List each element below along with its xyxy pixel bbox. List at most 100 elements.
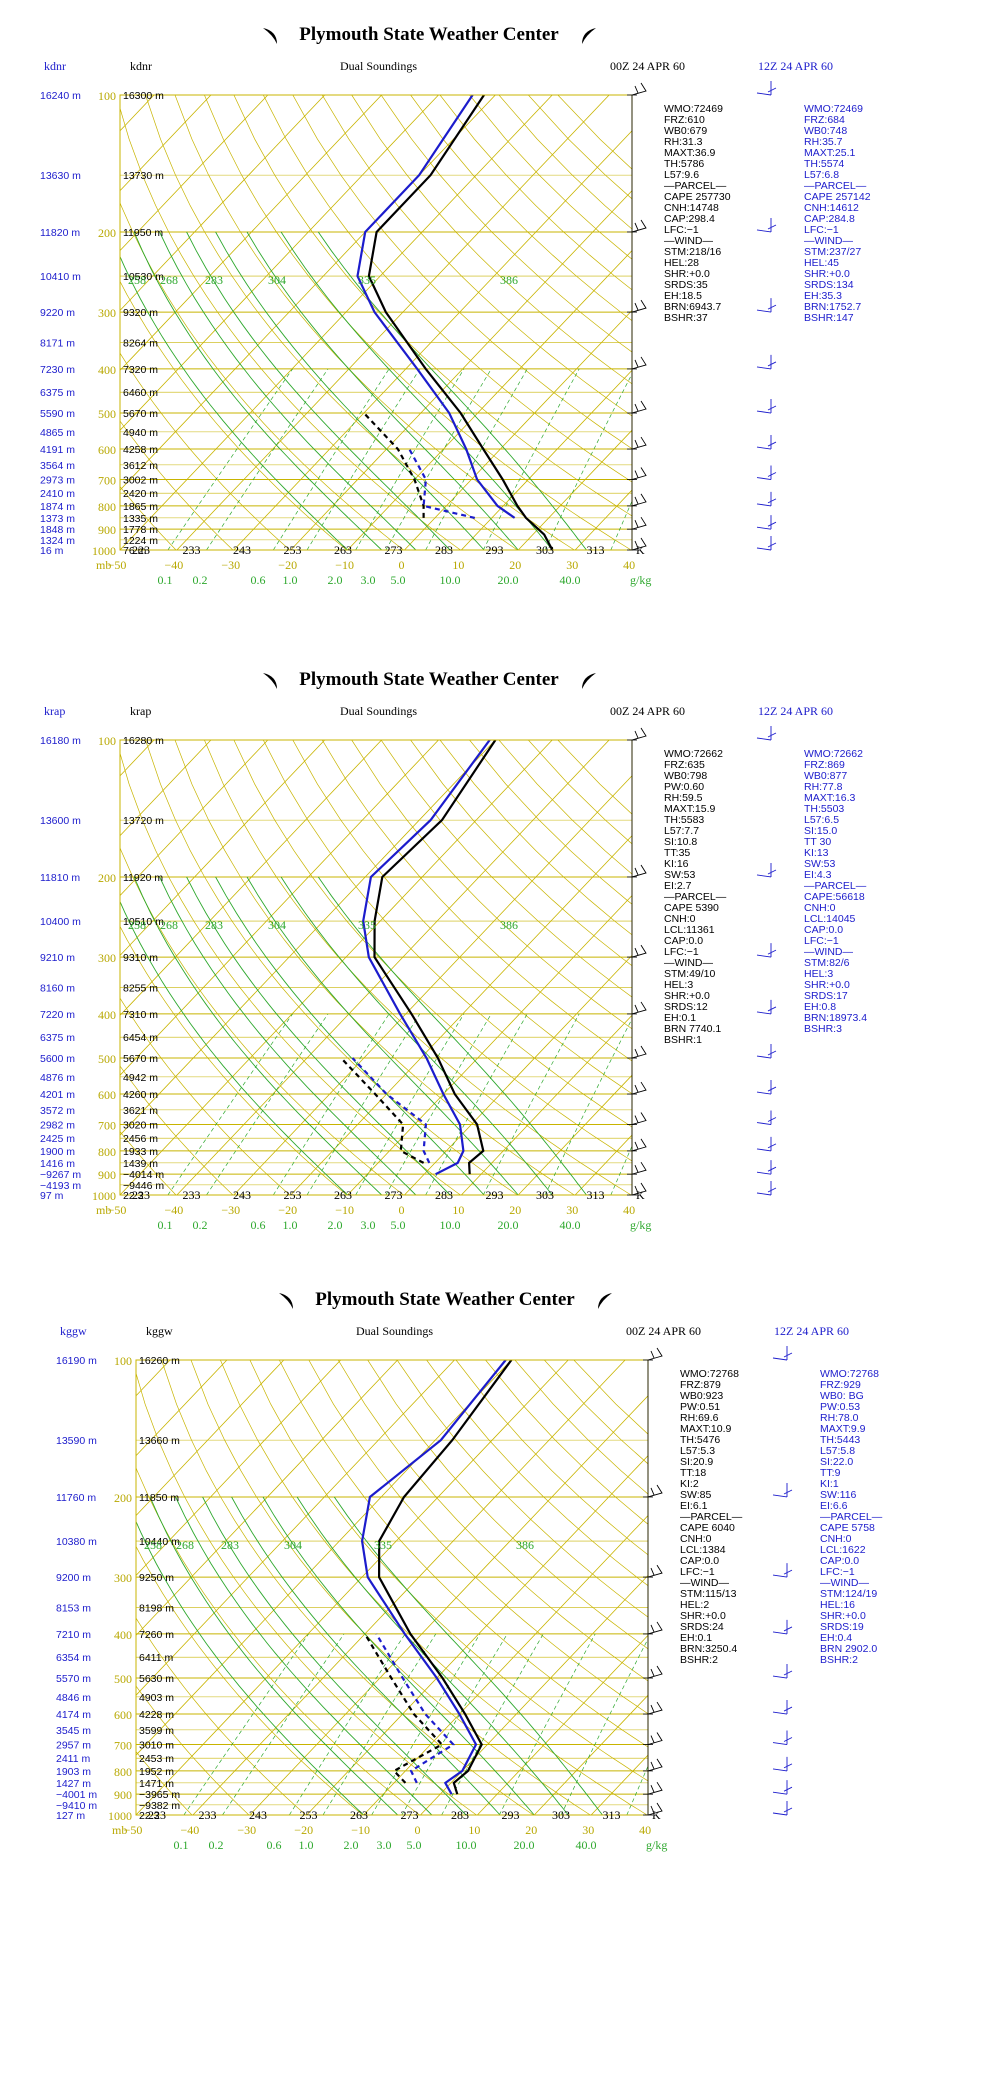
isotherm-line bbox=[120, 95, 382, 371]
dry-adiabat bbox=[292, 95, 632, 450]
index-00z: RH:59.5 bbox=[664, 792, 703, 804]
theta-label: 335 bbox=[374, 1538, 392, 1552]
index-12z: SRDS:19 bbox=[820, 1621, 864, 1633]
isotherm-line bbox=[477, 1634, 648, 1815]
isotherm-line bbox=[136, 1360, 569, 1815]
mixing-ratio-line bbox=[355, 1013, 465, 1195]
index-00z: —PARCEL— bbox=[680, 1511, 743, 1523]
station-id-left: kdnr bbox=[44, 59, 66, 73]
moist-adiabat bbox=[317, 876, 587, 1195]
wind-barb-12z bbox=[772, 1482, 793, 1498]
height-label-12z: 4201 m bbox=[40, 1089, 75, 1101]
dry-adiabat bbox=[469, 740, 632, 905]
mixing-ratio-label: 10.0 bbox=[440, 573, 461, 587]
height-label-00z: 7310 m bbox=[123, 1009, 158, 1021]
temp-tick-label: −20 bbox=[278, 1203, 297, 1217]
height-label-00z: 1865 m bbox=[123, 501, 158, 513]
isotherm-line bbox=[590, 1754, 648, 1815]
index-00z: HEL:2 bbox=[680, 1599, 709, 1611]
index-00z: WB0:679 bbox=[664, 125, 707, 137]
moist-adiabat bbox=[215, 231, 485, 550]
dry-adiabat bbox=[396, 1360, 648, 1618]
mixing-ratio-label: 1.0 bbox=[283, 1218, 298, 1232]
height-label-12z: 4846 m bbox=[56, 1692, 91, 1704]
height-label-12z: 8171 m bbox=[40, 338, 75, 350]
mixing-ratio-label: 3.0 bbox=[377, 1838, 392, 1852]
theta-label: 283 bbox=[205, 273, 223, 287]
wind-barb-00z bbox=[631, 82, 647, 96]
wind-barb-00z bbox=[647, 1484, 663, 1498]
moist-adiabat bbox=[149, 1496, 399, 1815]
dry-adiabat bbox=[249, 1360, 648, 1782]
theta-label: 268 bbox=[160, 273, 178, 287]
index-12z: HEL:3 bbox=[804, 968, 833, 980]
time-12z: 12Z 24 APR 60 bbox=[758, 59, 833, 73]
height-label-12z: 2410 m bbox=[40, 488, 75, 500]
index-12z: RH:78.0 bbox=[820, 1412, 859, 1424]
isotherm-line bbox=[136, 1360, 398, 1636]
height-label-00z: −9382 m bbox=[139, 1800, 180, 1812]
kelvin-unit: K bbox=[636, 1188, 645, 1202]
index-00z: BSHR:37 bbox=[664, 312, 708, 324]
dry-adiabat bbox=[321, 740, 632, 1062]
theta-bottom-label: 243 bbox=[233, 1188, 251, 1202]
wind-barb-00z bbox=[631, 1001, 647, 1015]
index-00z: TH:5476 bbox=[680, 1434, 720, 1446]
dry-adiabat bbox=[136, 1545, 363, 1815]
height-label-12z: 8160 m bbox=[40, 983, 75, 995]
index-12z: MAXT:25.1 bbox=[804, 147, 856, 159]
dewpoint-00z-line bbox=[363, 412, 425, 518]
height-label-12z: 2973 m bbox=[40, 475, 75, 487]
wind-barb-12z bbox=[772, 1730, 793, 1745]
height-label-12z: 1903 m bbox=[56, 1766, 91, 1778]
index-00z: RH:31.3 bbox=[664, 136, 703, 148]
mixing-ratio-label: 2.0 bbox=[328, 1218, 343, 1232]
index-12z: TH:5574 bbox=[804, 158, 844, 170]
index-00z: LFC:−1 bbox=[664, 946, 699, 958]
dry-adiabat bbox=[174, 95, 575, 550]
time-12z: 12Z 24 APR 60 bbox=[758, 704, 833, 718]
wind-barb-00z bbox=[647, 1347, 663, 1361]
mixing-ratio-line bbox=[385, 368, 492, 550]
mixing-ratio-line bbox=[425, 368, 528, 550]
index-00z: CNH:0 bbox=[680, 1533, 712, 1545]
theta-bottom-label: 313 bbox=[603, 1808, 621, 1822]
moist-adiabat bbox=[186, 231, 451, 550]
theta-bottom-label: 273 bbox=[385, 543, 403, 557]
height-label-00z: 6411 m bbox=[139, 1652, 173, 1664]
index-12z: LFC:−1 bbox=[804, 224, 839, 236]
height-label-12z: −9267 m bbox=[40, 1169, 81, 1181]
index-12z: STM:237/27 bbox=[804, 246, 861, 258]
moist-adiabat bbox=[202, 1496, 467, 1815]
index-00z: EH:0.1 bbox=[664, 1012, 696, 1024]
theta-bottom-label: 223 bbox=[132, 1188, 150, 1202]
index-00z: EI:2.7 bbox=[664, 880, 692, 892]
height-label-12z: 6375 m bbox=[40, 387, 75, 399]
index-12z: BSHR:2 bbox=[820, 1654, 858, 1666]
index-12z: HEL:16 bbox=[820, 1599, 855, 1611]
index-00z: —PARCEL— bbox=[664, 891, 727, 903]
temp-tick-label: −50 bbox=[108, 558, 127, 572]
index-00z: CAPE 6040 bbox=[680, 1522, 735, 1534]
isotherm-line bbox=[120, 95, 325, 312]
moist-adiabat bbox=[317, 231, 587, 550]
dry-adiabat bbox=[573, 1360, 648, 1435]
mixing-ratio-label: 2.0 bbox=[328, 573, 343, 587]
index-12z: BSHR:3 bbox=[804, 1023, 842, 1035]
index-12z: CAP:0.0 bbox=[820, 1555, 859, 1567]
index-12z: BRN:18973.4 bbox=[804, 1012, 867, 1024]
wind-barb-12z bbox=[756, 1181, 777, 1196]
moist-adiabat bbox=[280, 876, 553, 1195]
temp-tick-label: 20 bbox=[509, 558, 521, 572]
wind-barb-00z bbox=[631, 1045, 647, 1059]
height-label-00z: 4942 m bbox=[123, 1072, 158, 1084]
moist-adiabat bbox=[159, 876, 417, 1195]
index-00z: BSHR:1 bbox=[664, 1034, 702, 1046]
wind-barb-12z bbox=[756, 1080, 777, 1095]
index-00z: WB0:923 bbox=[680, 1390, 723, 1402]
height-label-00z: 16300 m bbox=[123, 90, 164, 102]
index-12z: CAPE 257142 bbox=[804, 191, 871, 203]
mixing-ratio-line bbox=[306, 1013, 421, 1195]
theta-label: 283 bbox=[221, 1538, 239, 1552]
